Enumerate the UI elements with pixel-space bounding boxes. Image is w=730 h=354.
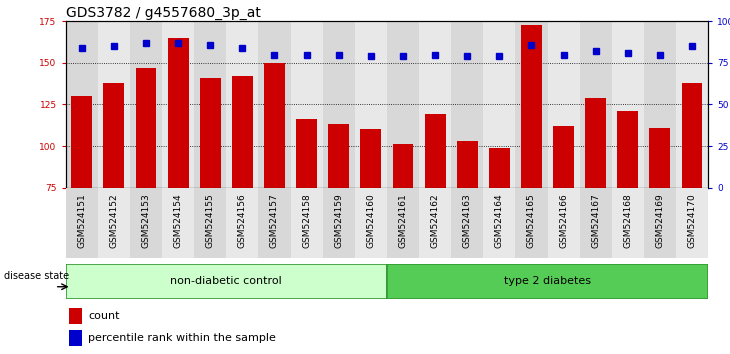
Bar	[483, 21, 515, 188]
Bar	[676, 188, 708, 258]
Bar	[136, 68, 156, 188]
Bar	[296, 119, 317, 188]
Bar	[258, 188, 291, 258]
Bar	[323, 21, 355, 188]
Bar	[66, 21, 98, 188]
Bar	[130, 21, 162, 188]
Bar	[612, 21, 644, 188]
Bar	[162, 21, 194, 188]
Text: GDS3782 / g4557680_3p_at: GDS3782 / g4557680_3p_at	[66, 6, 261, 20]
Text: non-diabetic control: non-diabetic control	[170, 276, 283, 286]
Bar	[264, 63, 285, 188]
Bar	[515, 188, 548, 258]
Bar	[644, 188, 676, 258]
Bar	[580, 21, 612, 188]
Bar	[451, 21, 483, 188]
Bar	[98, 21, 130, 188]
Bar	[355, 188, 387, 258]
Bar	[425, 114, 445, 188]
Text: GSM524167: GSM524167	[591, 193, 600, 248]
Text: GSM524164: GSM524164	[495, 193, 504, 248]
Bar	[72, 96, 92, 188]
Bar	[194, 188, 226, 258]
Text: GSM524160: GSM524160	[366, 193, 375, 248]
Text: GSM524156: GSM524156	[238, 193, 247, 248]
Bar	[580, 188, 612, 258]
Bar	[69, 330, 82, 346]
Bar	[521, 24, 542, 188]
Bar	[618, 111, 638, 188]
Text: GSM524165: GSM524165	[527, 193, 536, 248]
Bar	[676, 21, 708, 188]
Bar	[355, 21, 387, 188]
Bar	[104, 83, 124, 188]
Bar	[194, 21, 226, 188]
Bar	[548, 188, 580, 258]
Bar	[66, 188, 98, 258]
Bar	[323, 188, 355, 258]
Bar	[66, 264, 387, 299]
Bar	[387, 21, 419, 188]
Bar	[130, 188, 162, 258]
Text: GSM524163: GSM524163	[463, 193, 472, 248]
Bar	[489, 148, 510, 188]
Text: GSM524151: GSM524151	[77, 193, 86, 248]
Bar	[644, 21, 676, 188]
Text: GSM524158: GSM524158	[302, 193, 311, 248]
Bar	[650, 128, 670, 188]
Bar	[226, 188, 258, 258]
Bar	[168, 38, 188, 188]
Bar	[328, 124, 349, 188]
Text: GSM524159: GSM524159	[334, 193, 343, 248]
Text: GSM524161: GSM524161	[399, 193, 407, 248]
Bar	[515, 21, 548, 188]
Bar	[419, 21, 451, 188]
Bar	[200, 78, 220, 188]
Bar	[419, 188, 451, 258]
Bar	[162, 188, 194, 258]
Text: GSM524168: GSM524168	[623, 193, 632, 248]
Text: type 2 diabetes: type 2 diabetes	[504, 276, 591, 286]
Bar	[258, 21, 291, 188]
Bar	[612, 188, 644, 258]
Bar	[291, 188, 323, 258]
Bar	[361, 130, 381, 188]
Text: percentile rank within the sample: percentile rank within the sample	[88, 333, 276, 343]
Bar	[548, 21, 580, 188]
Bar	[457, 141, 477, 188]
Text: GSM524166: GSM524166	[559, 193, 568, 248]
Bar	[451, 188, 483, 258]
Text: GSM524155: GSM524155	[206, 193, 215, 248]
Text: disease state: disease state	[4, 271, 69, 281]
Bar	[387, 264, 708, 299]
Text: GSM524169: GSM524169	[656, 193, 664, 248]
Bar	[585, 98, 606, 188]
Text: GSM524154: GSM524154	[174, 193, 182, 248]
Bar	[232, 76, 253, 188]
Text: GSM524157: GSM524157	[270, 193, 279, 248]
Text: GSM524153: GSM524153	[142, 193, 150, 248]
Bar	[553, 126, 574, 188]
Bar	[682, 83, 702, 188]
Text: GSM524170: GSM524170	[688, 193, 696, 248]
Bar	[291, 21, 323, 188]
Bar	[387, 188, 419, 258]
Text: GSM524152: GSM524152	[110, 193, 118, 248]
Bar	[393, 144, 413, 188]
Bar	[69, 308, 82, 324]
Text: GSM524162: GSM524162	[431, 193, 439, 248]
Text: count: count	[88, 311, 120, 321]
Bar	[98, 188, 130, 258]
Bar	[226, 21, 258, 188]
Bar	[483, 188, 515, 258]
